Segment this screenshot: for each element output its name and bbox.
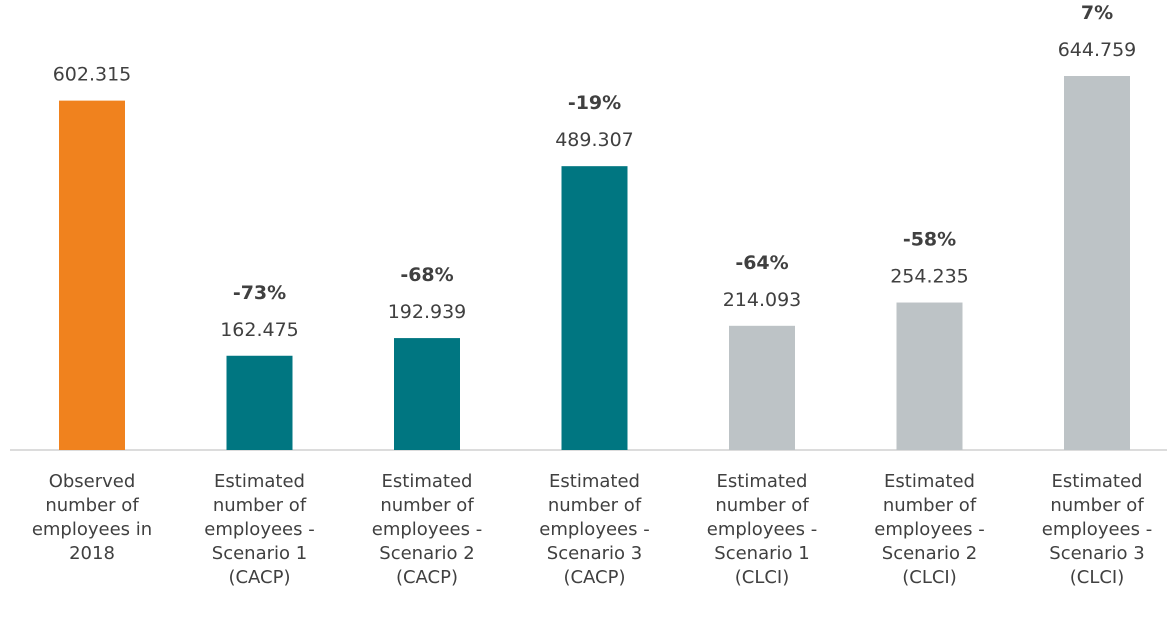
value-label: 214.093 xyxy=(723,289,802,311)
bar xyxy=(896,302,963,450)
bar xyxy=(561,166,628,450)
x-tick-label: Estimated number of employees - Scenario… xyxy=(371,471,483,588)
value-label: 489.307 xyxy=(555,129,634,151)
value-label: 254.235 xyxy=(890,266,969,288)
bar xyxy=(226,355,293,450)
x-tick-label: Estimated number of employees - Scenario… xyxy=(706,471,818,588)
change-label: -68% xyxy=(400,264,453,286)
bar xyxy=(394,338,460,450)
value-label: 192.939 xyxy=(388,301,467,323)
bar xyxy=(729,325,795,450)
change-label: 7% xyxy=(1081,2,1113,24)
change-label: -64% xyxy=(735,252,788,274)
x-tick-label: Estimated number of employees - Scenario… xyxy=(1041,471,1153,588)
change-label: -19% xyxy=(568,92,621,114)
change-label: -73% xyxy=(233,282,286,304)
x-tick-label: Estimated number of employees - Scenario… xyxy=(204,471,315,588)
value-label: 644.759 xyxy=(1058,39,1137,61)
bar xyxy=(1064,76,1130,450)
value-label: 162.475 xyxy=(220,319,299,341)
x-tick-label: Estimated number of employees - Scenario… xyxy=(874,471,985,588)
bar xyxy=(59,100,125,450)
value-label: 602.315 xyxy=(53,64,132,86)
x-tick-label: Observed number of employees in 2018 xyxy=(31,471,153,564)
change-label: -58% xyxy=(903,229,956,251)
x-tick-label: Estimated number of employees - Scenario… xyxy=(539,471,650,588)
